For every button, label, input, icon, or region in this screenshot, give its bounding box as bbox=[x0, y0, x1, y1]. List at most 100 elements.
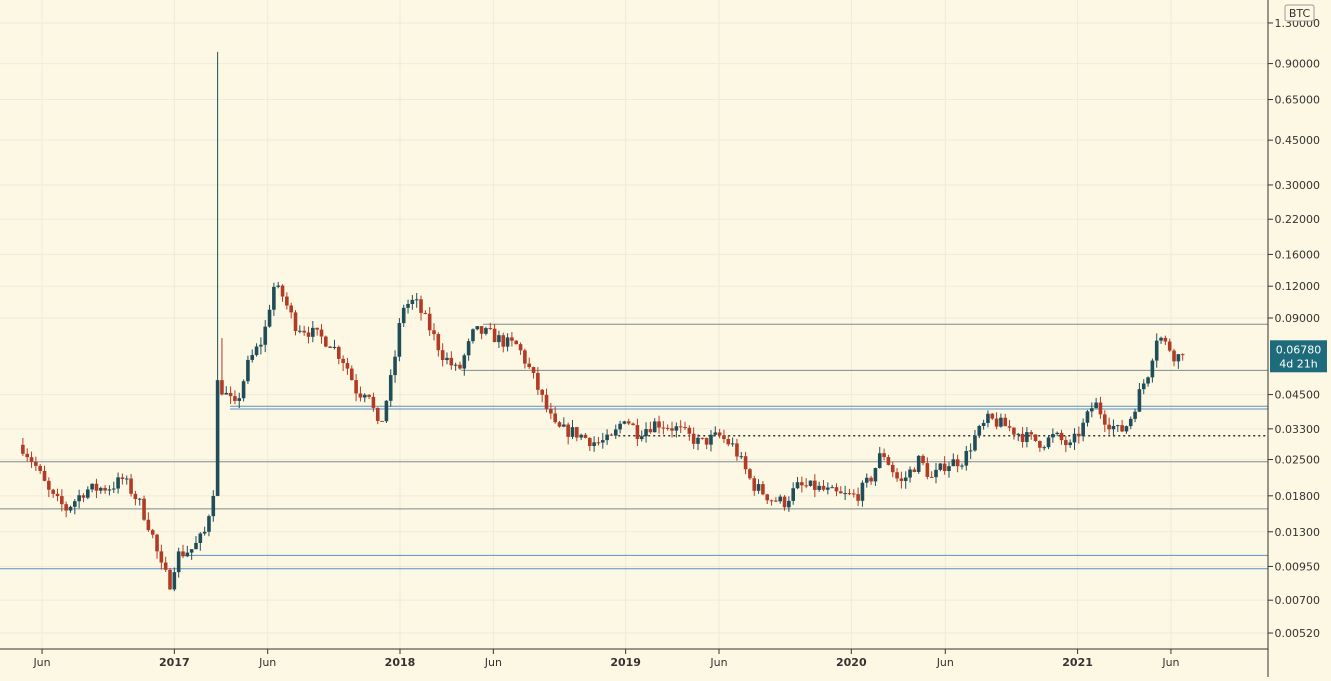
candle-down bbox=[163, 556, 168, 572]
candle-up bbox=[973, 430, 977, 452]
candle-down bbox=[531, 366, 536, 379]
candle-down bbox=[1180, 353, 1185, 361]
candle-down bbox=[319, 324, 324, 344]
candle-body bbox=[743, 456, 748, 470]
candle-body bbox=[527, 363, 532, 368]
candle-up bbox=[968, 443, 973, 460]
candle-body bbox=[68, 506, 73, 511]
candle-body bbox=[449, 357, 454, 366]
candle-down bbox=[432, 323, 436, 341]
candle-body bbox=[994, 418, 999, 427]
candle-body bbox=[488, 328, 493, 330]
time-tick-label: Jun bbox=[709, 656, 727, 669]
candle-body bbox=[367, 394, 371, 397]
candle-body bbox=[103, 487, 107, 491]
candle-body bbox=[557, 422, 562, 427]
candle-down bbox=[821, 480, 826, 492]
candle-up bbox=[1141, 379, 1146, 395]
candle-up bbox=[406, 299, 410, 314]
candle-down bbox=[609, 433, 614, 437]
candle-up bbox=[652, 418, 657, 433]
candle-body bbox=[47, 480, 51, 490]
candle-down bbox=[94, 478, 99, 499]
candle-body bbox=[735, 443, 739, 457]
candle-body bbox=[1098, 402, 1103, 415]
candle-body bbox=[886, 457, 891, 465]
candle-down bbox=[921, 454, 925, 466]
candle-body bbox=[644, 429, 648, 437]
candle-body bbox=[423, 312, 428, 314]
candle-body bbox=[813, 480, 817, 490]
candle-body bbox=[98, 487, 103, 491]
candle-down bbox=[717, 428, 722, 439]
candle-down bbox=[1172, 348, 1176, 367]
candle-body bbox=[1167, 341, 1172, 351]
candle-up bbox=[68, 505, 73, 513]
candle-body bbox=[704, 437, 709, 445]
candle-body bbox=[804, 485, 808, 487]
candle-body bbox=[873, 467, 878, 482]
candle-body bbox=[484, 328, 488, 334]
candle-body bbox=[856, 494, 860, 501]
candle-body bbox=[51, 489, 55, 494]
candle-down bbox=[752, 475, 757, 496]
candle-body bbox=[739, 456, 744, 458]
candle-down bbox=[1012, 427, 1016, 440]
candle-down bbox=[427, 307, 432, 336]
candle-down bbox=[29, 451, 34, 468]
candle-body bbox=[583, 434, 588, 438]
candle-down bbox=[168, 567, 172, 590]
candle-up bbox=[311, 320, 315, 343]
candle-body bbox=[272, 286, 276, 310]
candle-up bbox=[298, 325, 302, 334]
candle-up bbox=[1085, 409, 1090, 427]
candle-up bbox=[778, 494, 783, 504]
candle-up bbox=[1176, 353, 1181, 369]
candle-down bbox=[834, 483, 839, 497]
candle-down bbox=[722, 429, 726, 444]
candle-down bbox=[942, 456, 947, 475]
candle-body bbox=[791, 488, 795, 501]
candle-up bbox=[986, 410, 990, 428]
candle-body bbox=[929, 476, 934, 478]
time-tick-label: Jun bbox=[1161, 656, 1179, 669]
candle-body bbox=[159, 551, 164, 563]
candle-body bbox=[224, 392, 229, 395]
candle-down bbox=[336, 345, 341, 365]
candle-body bbox=[194, 542, 198, 550]
candle-up bbox=[85, 486, 90, 500]
candle-body bbox=[73, 501, 77, 507]
candle-up bbox=[259, 337, 263, 355]
candle-body bbox=[549, 408, 553, 414]
price-tick-label: 0.09000 bbox=[1275, 312, 1321, 325]
candle-body bbox=[42, 470, 47, 481]
candle-body bbox=[120, 477, 125, 479]
candle-body bbox=[354, 380, 358, 394]
currency-badge[interactable]: BTC bbox=[1284, 4, 1315, 22]
candle-down bbox=[536, 367, 540, 396]
candle-down bbox=[700, 437, 705, 440]
candle-down bbox=[895, 468, 899, 482]
candle-body bbox=[613, 429, 618, 436]
candle-up bbox=[830, 484, 834, 489]
candle-body bbox=[600, 440, 605, 443]
candle-body bbox=[912, 469, 917, 472]
candle-up bbox=[224, 386, 229, 395]
candle-body bbox=[696, 437, 700, 444]
candle-down bbox=[527, 357, 532, 369]
candle-body bbox=[228, 392, 233, 397]
candle-body bbox=[869, 477, 873, 482]
candle-body bbox=[808, 480, 813, 486]
candle-body bbox=[163, 562, 168, 570]
candle-down bbox=[726, 435, 731, 447]
candle-up bbox=[1159, 336, 1163, 344]
candle-up bbox=[1154, 333, 1159, 368]
candle-up bbox=[397, 318, 402, 362]
candle-body bbox=[951, 459, 956, 467]
candle-up bbox=[791, 482, 795, 505]
candle-down bbox=[55, 488, 60, 502]
candle-body bbox=[618, 423, 622, 430]
candle-down bbox=[440, 343, 445, 367]
